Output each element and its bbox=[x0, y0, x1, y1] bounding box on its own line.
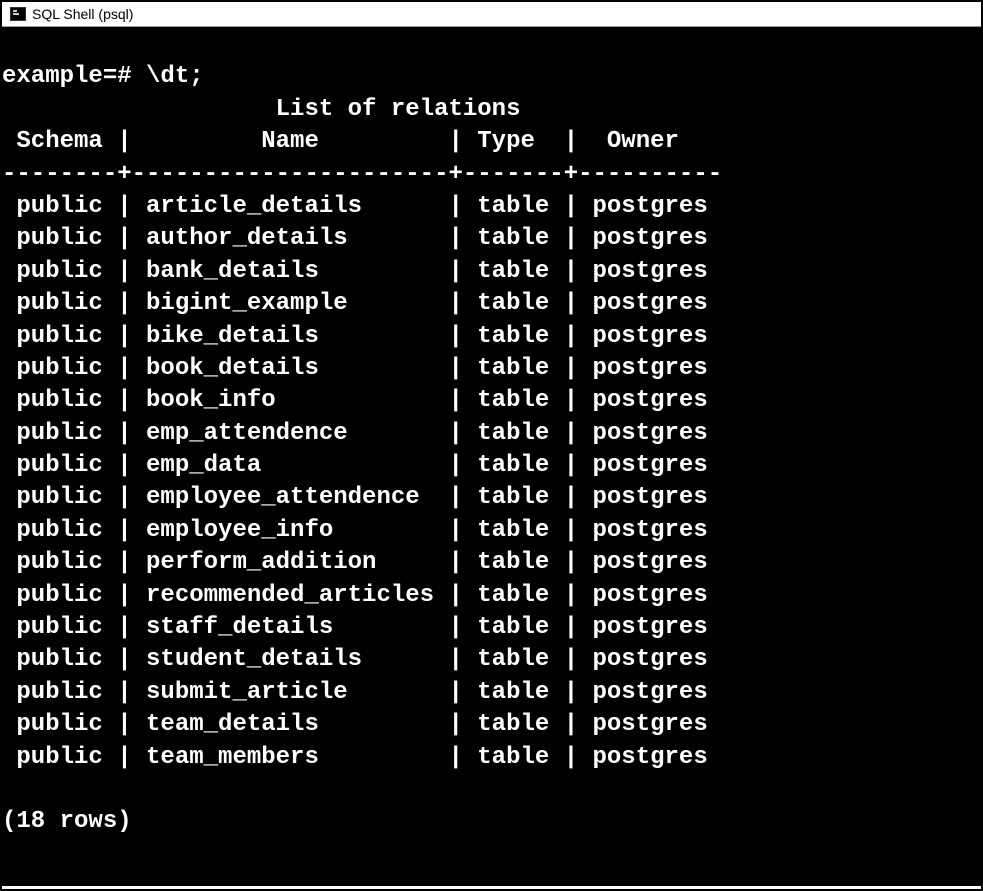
table-row: public | bike_details | table | postgres bbox=[2, 323, 708, 350]
table-row: public | emp_data | table | postgres bbox=[2, 452, 708, 479]
header-line: Schema | Name | Type | Owner bbox=[2, 128, 679, 155]
table-row: public | staff_details | table | postgre… bbox=[2, 614, 708, 641]
prompt-line: example=# \dt; bbox=[2, 63, 204, 90]
table-row: public | bank_details | table | postgres bbox=[2, 258, 708, 285]
table-row: public | bigint_example | table | postgr… bbox=[2, 290, 708, 317]
terminal-icon bbox=[10, 7, 26, 21]
terminal-output[interactable]: example=# \dt; List of relations Schema … bbox=[2, 27, 981, 886]
table-row: public | employee_info | table | postgre… bbox=[2, 517, 708, 544]
table-row: public | team_members | table | postgres bbox=[2, 744, 708, 771]
table-row: public | employee_attendence | table | p… bbox=[2, 484, 708, 511]
window-title: SQL Shell (psql) bbox=[32, 6, 133, 22]
table-row: public | emp_attendence | table | postgr… bbox=[2, 420, 708, 447]
table-row: public | perform_addition | table | post… bbox=[2, 549, 708, 576]
table-row: public | team_details | table | postgres bbox=[2, 711, 708, 738]
table-row: public | book_details | table | postgres bbox=[2, 355, 708, 382]
table-row: public | book_info | table | postgres bbox=[2, 387, 708, 414]
table-row: public | article_details | table | postg… bbox=[2, 193, 708, 220]
table-row: public | student_details | table | postg… bbox=[2, 646, 708, 673]
table-row: public | author_details | table | postgr… bbox=[2, 225, 708, 252]
table-row: public | recommended_articles | table | … bbox=[2, 582, 708, 609]
table-rows-container: public | article_details | table | postg… bbox=[2, 191, 981, 774]
title-line: List of relations bbox=[2, 96, 520, 123]
footer-line: (18 rows) bbox=[2, 808, 132, 835]
window-title-bar[interactable]: SQL Shell (psql) bbox=[2, 2, 981, 27]
separator-line: --------+----------------------+-------+… bbox=[2, 161, 722, 188]
table-row: public | submit_article | table | postgr… bbox=[2, 679, 708, 706]
